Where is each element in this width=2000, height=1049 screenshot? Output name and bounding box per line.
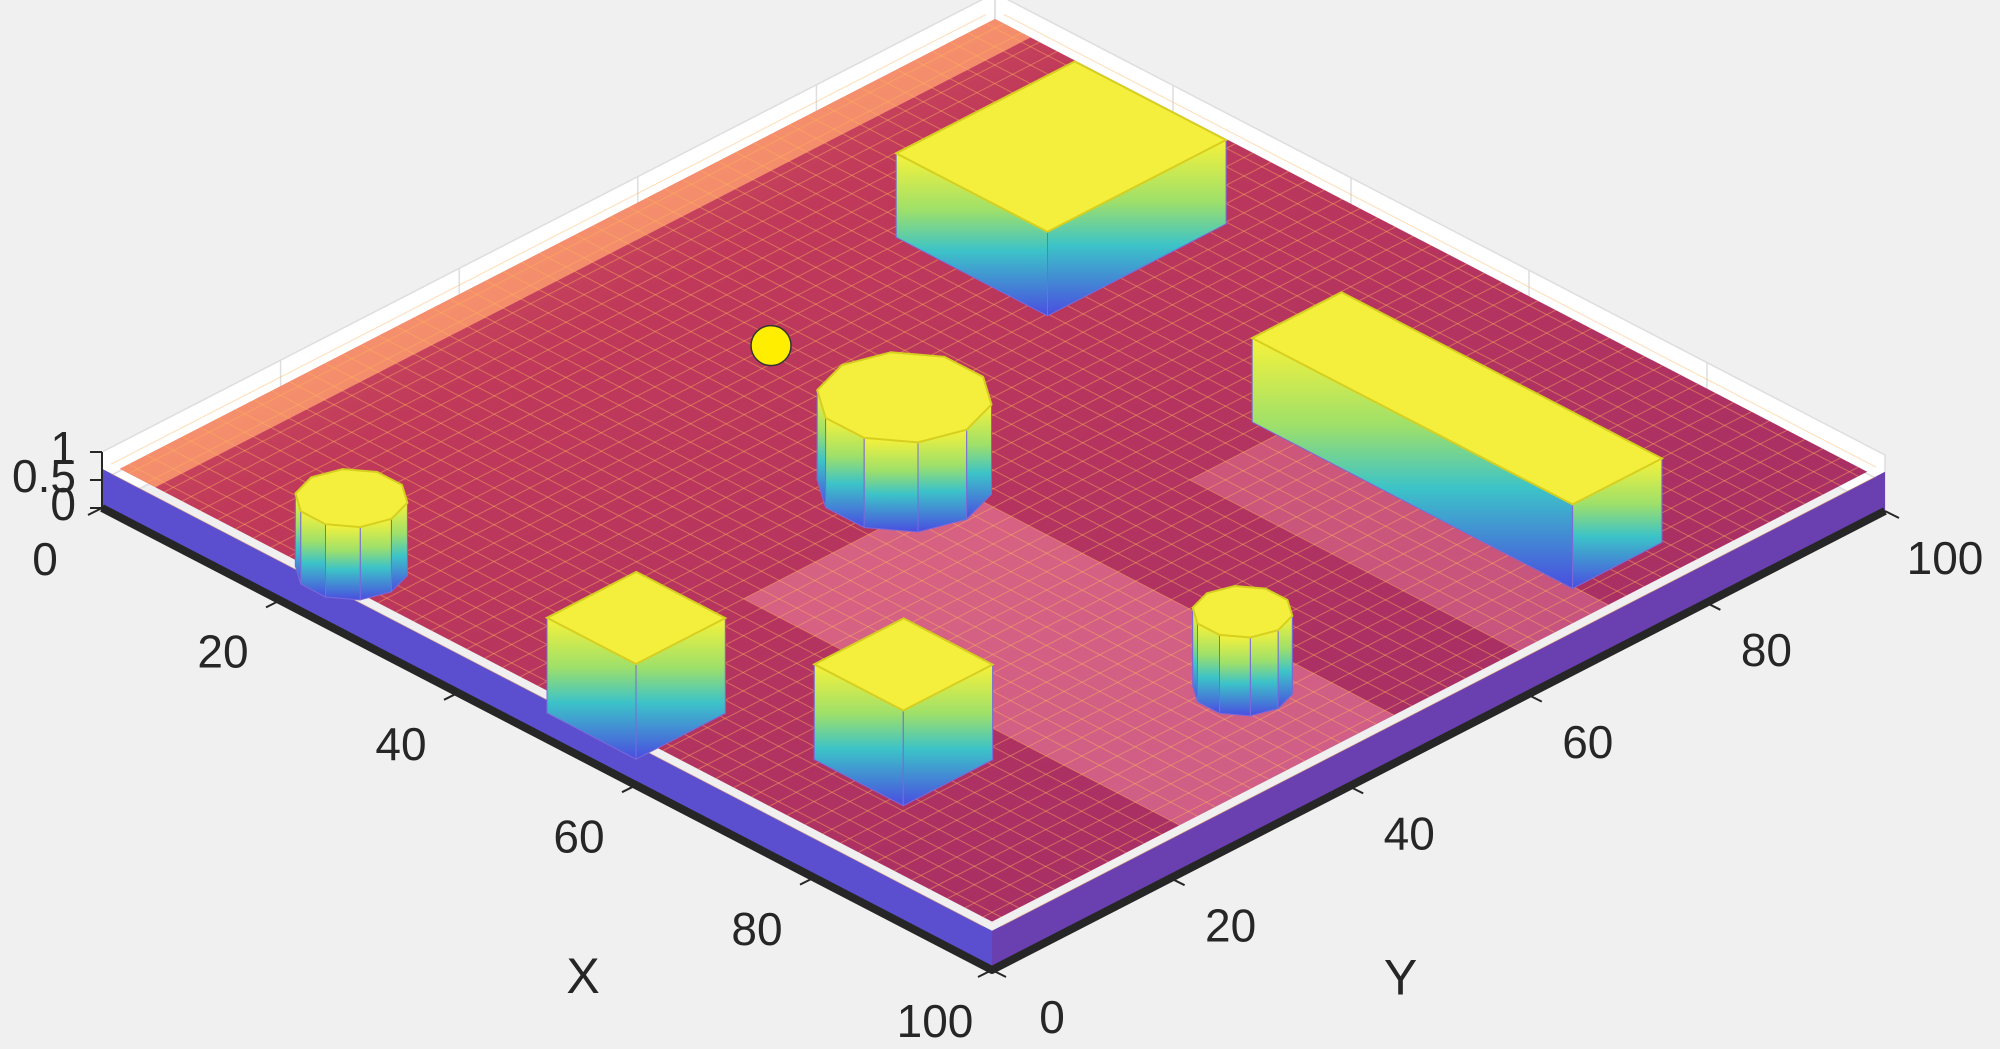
tick-mark bbox=[87, 507, 103, 516]
obstacle-top bbox=[1191, 584, 1294, 639]
z-tick-label: 1 bbox=[50, 422, 76, 474]
surface-skirt bbox=[992, 471, 1885, 970]
tick-mark bbox=[799, 876, 815, 886]
mesh-line bbox=[646, 197, 1520, 652]
x-tick-label: 0 bbox=[32, 533, 58, 585]
mesh-line bbox=[1003, 13, 1877, 468]
x-tick-label: 80 bbox=[731, 903, 782, 955]
mesh-line bbox=[717, 160, 1591, 615]
x-tick-label: 60 bbox=[553, 810, 604, 862]
mesh-line bbox=[575, 234, 1448, 688]
mesh-line bbox=[378, 335, 1252, 789]
mesh-line bbox=[164, 41, 1040, 493]
obstacle-side bbox=[1197, 622, 1220, 715]
mesh-line bbox=[947, 448, 1823, 899]
y-tick-label: 40 bbox=[1384, 808, 1435, 860]
tick-mark bbox=[977, 969, 993, 978]
x-axis-label: X bbox=[566, 948, 599, 1004]
mesh-line bbox=[146, 32, 1022, 484]
y-tick-label: 60 bbox=[1562, 716, 1613, 768]
x-tick-label: 20 bbox=[197, 626, 248, 678]
obstacle-side bbox=[359, 518, 392, 601]
obstacles bbox=[294, 60, 1665, 807]
mesh-line bbox=[664, 188, 1537, 643]
mesh-line bbox=[965, 457, 1841, 909]
obstacle-side bbox=[300, 510, 326, 598]
tick-mark bbox=[1884, 510, 1900, 519]
tick-mark bbox=[1170, 877, 1186, 887]
mesh-line bbox=[342, 353, 1216, 808]
mesh-line bbox=[181, 50, 1058, 502]
tick-mark bbox=[991, 969, 1007, 978]
tick-mark bbox=[1348, 785, 1364, 795]
y-tick-label: 20 bbox=[1205, 899, 1256, 951]
x-tick-label: 100 bbox=[897, 995, 974, 1047]
obstacle-top bbox=[816, 351, 993, 444]
mesh-line bbox=[432, 307, 1305, 762]
mesh-line bbox=[307, 371, 1180, 826]
surface-light bbox=[743, 488, 1394, 826]
obstacle-side bbox=[917, 429, 968, 533]
z-tick-label: 0.5 bbox=[12, 450, 76, 502]
surface bbox=[102, 13, 1885, 970]
y-axis-label: Y bbox=[1384, 950, 1417, 1006]
tick-mark bbox=[443, 691, 459, 701]
marker-point bbox=[750, 324, 792, 367]
y-tick-label: 0 bbox=[1039, 991, 1065, 1043]
surface-rim bbox=[119, 19, 1031, 488]
obstacle-side bbox=[1249, 629, 1279, 717]
mesh-line bbox=[396, 326, 1270, 780]
mesh-line bbox=[592, 225, 1466, 679]
mesh-line bbox=[1000, 475, 1877, 927]
mesh-line bbox=[360, 344, 1234, 799]
y-tick-label: 80 bbox=[1741, 624, 1792, 676]
obstacle-side bbox=[863, 437, 919, 533]
obstacle-side bbox=[1219, 634, 1251, 717]
tick-mark bbox=[265, 599, 281, 609]
y-tick-label: 100 bbox=[1907, 532, 1984, 584]
obstacle-top bbox=[894, 60, 1229, 233]
obstacle-top bbox=[812, 617, 995, 712]
surface-light bbox=[1189, 433, 1609, 651]
mesh-line bbox=[628, 206, 1502, 661]
mesh-line bbox=[700, 170, 1573, 624]
grid-line bbox=[101, 0, 1886, 456]
mesh-line bbox=[610, 215, 1484, 670]
z-tick-label: 0 bbox=[50, 478, 76, 530]
mesh-line bbox=[128, 23, 1005, 474]
mesh-line bbox=[414, 316, 1287, 771]
tick-mark bbox=[1705, 601, 1721, 611]
obstacle-top bbox=[544, 570, 728, 666]
mesh-line bbox=[682, 179, 1555, 633]
tick-mark bbox=[621, 784, 637, 794]
mesh-line bbox=[324, 362, 1198, 817]
obstacle-top bbox=[294, 468, 409, 529]
x-tick-label: 40 bbox=[375, 718, 426, 770]
mesh-line bbox=[110, 13, 987, 465]
mesh-line bbox=[982, 466, 1859, 918]
obstacle-side bbox=[1277, 614, 1293, 710]
tick-mark bbox=[1527, 693, 1543, 703]
mesh-line bbox=[289, 381, 1162, 835]
obstacle-side bbox=[325, 523, 361, 601]
obstacle-top bbox=[1250, 291, 1665, 506]
